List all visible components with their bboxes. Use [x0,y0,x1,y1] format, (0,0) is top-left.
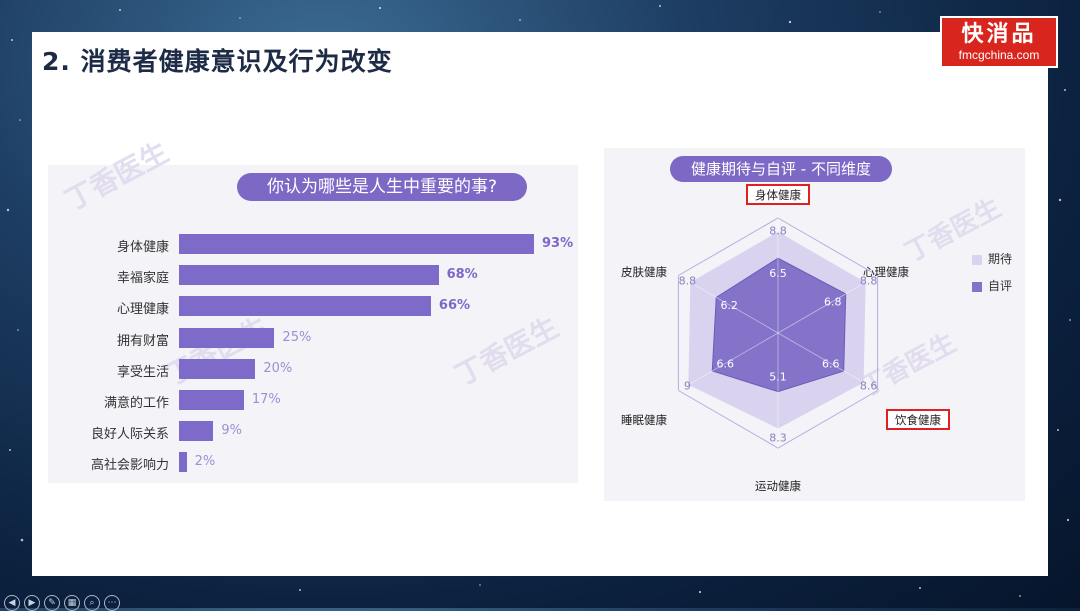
bar [179,234,534,254]
radar-self-value: 6.6 [822,357,840,370]
legend-self-swatch [972,281,982,292]
radar-spoke [678,275,779,334]
radar-expected-value: 8.8 [860,275,878,288]
radar-expected-value: 8.8 [769,224,787,237]
bar [179,421,214,442]
bar-value-label: 68% [446,267,478,283]
radar-self-value: 6.5 [769,267,787,280]
radar-expected-value: 8.6 [860,379,878,392]
radar-axis-label: 皮肤健康 [621,265,667,279]
radar-expected-value: 9 [684,379,691,392]
bar-label: 拥有财富 [116,333,169,349]
bar-value-label: 2% [194,454,216,470]
previous-slide-icon[interactable]: ◀ [4,595,20,611]
radar-axis-label: 心理健康 [863,265,909,279]
bar-value-label: 93% [542,236,574,251]
bar [179,390,244,410]
slide-title: 2. 消费者健康意识及行为改变 [42,47,393,76]
radar-self-value: 5.1 [769,371,787,384]
radar-axis-label: 饮食健康 [895,413,941,427]
more-options-icon[interactable]: ⋯ [104,595,120,611]
bar-label: 幸福家庭 [116,271,169,287]
radar-self-value: 6.8 [824,295,842,308]
radar-spoke [777,275,878,334]
slides-overview-icon[interactable]: ▦ [64,595,80,611]
bar-label: 良好人际关系 [90,427,169,443]
radar-axis-label: 睡眠健康 [621,413,667,427]
legend-expected-swatch [972,254,982,265]
legend-self-label: 自评 [988,279,1013,293]
zoom-icon[interactable]: ⌕ [84,595,100,611]
bar-label: 高社会影响力 [90,458,169,474]
bar-label: 享受生活 [116,364,169,380]
bar [179,265,439,286]
logo-chinese-text: 快消品 [961,21,1037,47]
bar-label: 满意的工作 [103,396,169,411]
bar-chart-title: 你认为哪些是人生中重要的事? [237,173,527,201]
radar-expected-value: 8.3 [769,432,787,445]
radar-chart: 8.8 8.8 8.6 8.3 9 8.8 6.5 6.8 6.6 5.1 6.6 6.2 身体健康心理… [621,184,950,493]
radar-chart-title: 健康期待与自评 - 不同维度 [670,156,892,182]
bar [179,358,256,379]
bar-value-label: 17% [251,392,281,407]
bar-label: 身体健康 [116,240,169,255]
bar [179,296,431,317]
bar-chart-panel [48,165,578,483]
radar-axis-label: 运动健康 [755,479,801,493]
radar-spoke [678,332,779,391]
bar [179,452,187,473]
next-slide-icon[interactable]: ▶ [24,595,40,611]
bar-label: 心理健康 [116,302,169,318]
radar-axis-label: 身体健康 [755,188,801,202]
axis-highlight-box [886,409,950,430]
radar-self-value: 6.6 [716,357,734,370]
bar-value-label: 66% [438,298,471,314]
bar-value-label: 20% [263,360,293,376]
legend-expected-label: 期待 [988,252,1013,266]
pen-icon[interactable]: ✎ [44,595,60,611]
axis-highlight-box [746,184,810,205]
bar [179,327,275,348]
bar-value-label: 9% [221,423,242,439]
brand-logo: 快消品 fmcgchina.com [940,16,1058,68]
radar-expected-value: 8.8 [679,275,697,288]
radar-spoke [777,332,878,391]
logo-domain-text: fmcgchina.com [958,48,1040,62]
bar-value-label: 25% [282,329,312,345]
legend-self: 自评 [972,277,1012,294]
radar-self-value: 6.2 [720,299,738,312]
legend-expected: 期待 [972,250,1012,267]
